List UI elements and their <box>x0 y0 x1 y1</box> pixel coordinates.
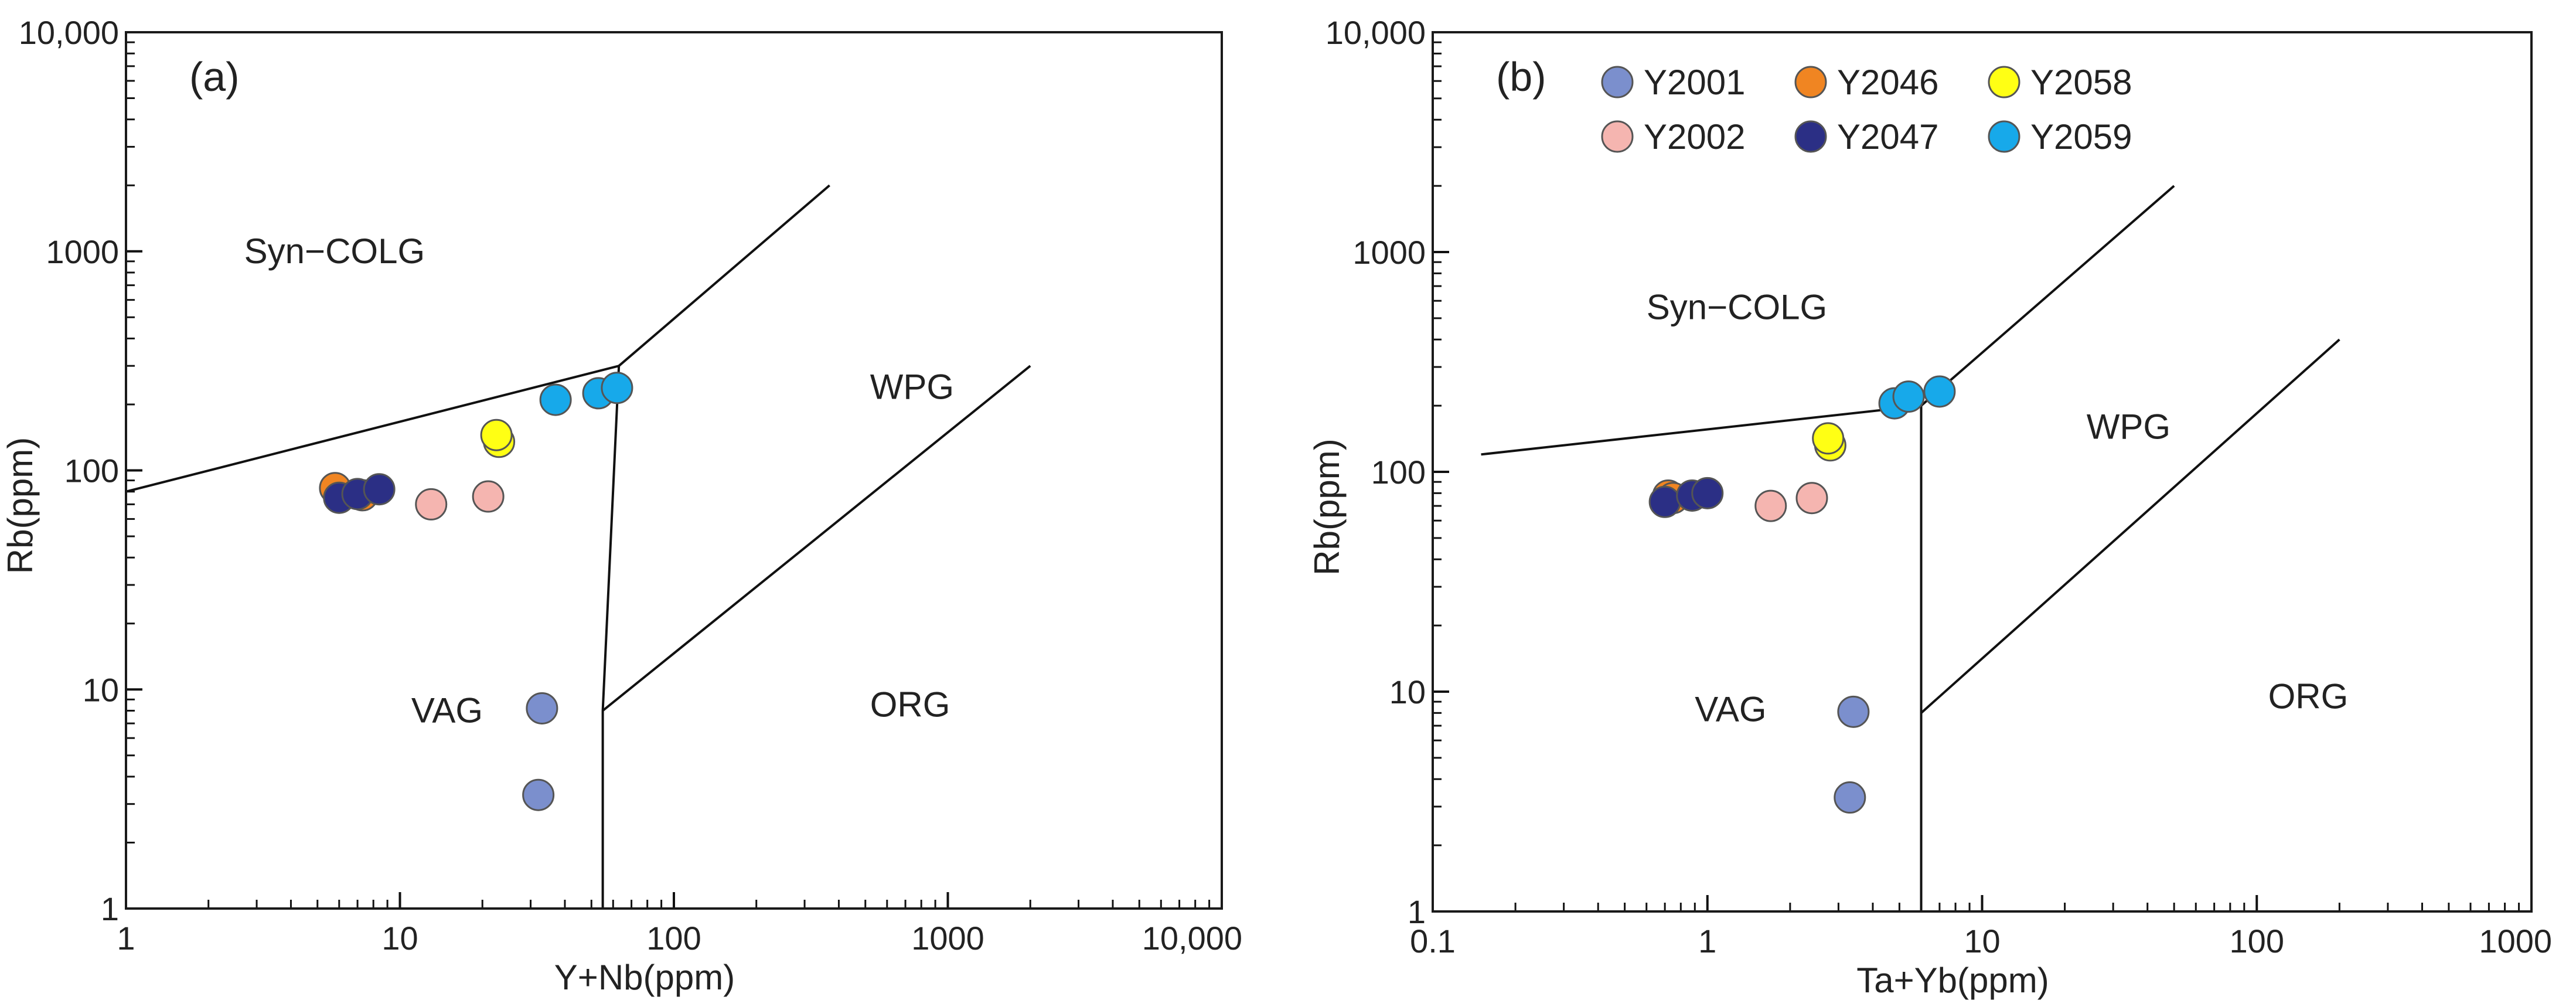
panel-b-point-y2059 <box>1892 380 1925 413</box>
panel-a-point-y2047 <box>363 473 396 506</box>
panel-a-x-tick-label: 1 <box>117 920 135 957</box>
panel-a-point-y2001 <box>526 692 558 724</box>
panel-a-y-tick-label: 10,000 <box>19 14 119 51</box>
legend-marker-y2058 <box>1988 66 2020 98</box>
panel-a-y-axis-title: Rb(ppm) <box>1 437 40 574</box>
panel-b-boundaries <box>1481 185 2340 911</box>
panel-b-point-y2001 <box>1837 695 1870 728</box>
legend-marker-y2001 <box>1601 66 1634 98</box>
panel-b-x-axis-title: Ta+Yb(ppm) <box>1856 961 2049 1000</box>
panel-b-field-boundary <box>1920 338 2340 714</box>
legend-marker-y2002 <box>1601 120 1634 153</box>
legend-marker-y2046 <box>1794 66 1827 98</box>
legend-label-y2046: Y2046 <box>1837 63 1939 102</box>
panel-b-y-tick-label: 100 <box>1371 454 1426 491</box>
panel-b-x-tick-label: 100 <box>2230 923 2284 960</box>
panel-b-point-y2047 <box>1691 477 1724 509</box>
panel-a-plot-frame <box>125 31 1223 910</box>
panel-b-plot-frame <box>1432 31 2533 913</box>
panel-b-point-y2059 <box>1923 375 1956 408</box>
panel-b-label: (b) <box>1496 54 1546 100</box>
panel-b-region-vag: VAG <box>1695 689 1766 729</box>
panel-b-point-y2058 <box>1812 422 1845 455</box>
panel-b-y-tick-label: 1000 <box>1352 234 1426 271</box>
panel-b-y-tick-label: 1 <box>1408 893 1426 930</box>
panel-a-point-y2002 <box>472 480 505 513</box>
panel-a-point-y2058 <box>480 419 513 451</box>
panel-b-point-y2047 <box>1648 485 1681 518</box>
panel-a-field-boundary <box>602 365 1031 712</box>
panel-a-field-boundary <box>125 364 621 909</box>
panel-b-field-boundary <box>1481 404 1923 911</box>
panel-b-points <box>1648 375 1956 814</box>
panel-b-x-tick-label: 1000 <box>2479 923 2552 960</box>
panel-b-point-y2001 <box>1834 781 1866 814</box>
panel-a-point-y2001 <box>522 778 555 811</box>
panel-a-point-y2059 <box>539 383 572 416</box>
panel-b-region-org: ORG <box>2268 676 2349 716</box>
panel-a-x-tick-label: 1000 <box>911 920 984 957</box>
legend-label-y2047: Y2047 <box>1837 117 1939 157</box>
panel-a-label: (a) <box>189 54 240 100</box>
panel-a-x-tick-label: 100 <box>646 920 701 957</box>
panel-a-region-wpg: WPG <box>870 367 954 406</box>
panel-b-point-y2002 <box>1754 489 1787 522</box>
panel-b-region-wpg: WPG <box>2087 407 2170 446</box>
panel-a-boundaries <box>125 184 1031 909</box>
panel-b-x-tick-label: 0.1 <box>1410 923 1456 960</box>
panel-a-point-y2002 <box>415 488 448 520</box>
legend-label-y2059: Y2059 <box>2030 117 2132 157</box>
panel-a-point-y2059 <box>601 372 633 404</box>
panel-b-x-tick-label: 1 <box>1698 923 1716 960</box>
panel-a-x-axis-title: Y+Nb(ppm) <box>554 958 735 997</box>
panel-a-ticks: 1 10 100 1000 10,000 1 10 100 1000 10,000 <box>19 14 1242 957</box>
legend-label-y2001: Y2001 <box>1644 63 1746 102</box>
panel-a-y-tick-label: 100 <box>64 453 119 489</box>
panel-b-y-axis-title: Rb(ppm) <box>1307 438 1347 575</box>
panel-a-points <box>319 372 633 811</box>
legend-label-y2002: Y2002 <box>1644 117 1746 157</box>
panel-a-field-boundary <box>618 184 830 367</box>
panel-a: 1 10 100 1000 10,000 1 10 100 1000 10,000 (a) Y+N… <box>1 14 1242 997</box>
panel-a-y-tick-label: 1000 <box>46 233 119 270</box>
legend-marker-y2047 <box>1794 120 1827 153</box>
panel-a-y-tick-label: 1 <box>101 890 119 927</box>
panel-b-y-tick-label: 10 <box>1389 673 1426 710</box>
panel-a-x-tick-label: 10 <box>381 920 418 957</box>
panel-b-field-boundary <box>1920 185 2175 407</box>
panel-a-x-tick-label: 10,000 <box>1142 920 1242 957</box>
panel-a-region-vag: VAG <box>411 690 483 730</box>
legend-marker-y2059 <box>1988 120 2020 153</box>
panel-b-region-syn-colg: Syn−COLG <box>1647 287 1827 326</box>
panel-b-legend: Y2001 Y2046 Y2058 Y2002 Y2047 Y2059 <box>1601 63 2132 157</box>
panel-b-point-y2002 <box>1795 482 1828 515</box>
panel-a-region-org: ORG <box>870 685 950 724</box>
panel-b-x-tick-label: 10 <box>1964 923 2000 960</box>
panel-a-labels: (a) Y+Nb(ppm) Rb(ppm) Syn−COLG WPG VAG ORG <box>1 54 954 997</box>
panel-b-labels: (b) Ta+Yb(ppm) Rb(ppm) Syn−COLG WPG VAG ORG <box>1307 54 2348 1000</box>
legend-label-y2058: Y2058 <box>2030 63 2132 102</box>
panel-a-region-syn-colg: Syn−COLG <box>244 232 425 271</box>
panel-b-y-tick-label: 10,000 <box>1326 14 1426 51</box>
panel-a-y-tick-label: 10 <box>83 671 119 708</box>
